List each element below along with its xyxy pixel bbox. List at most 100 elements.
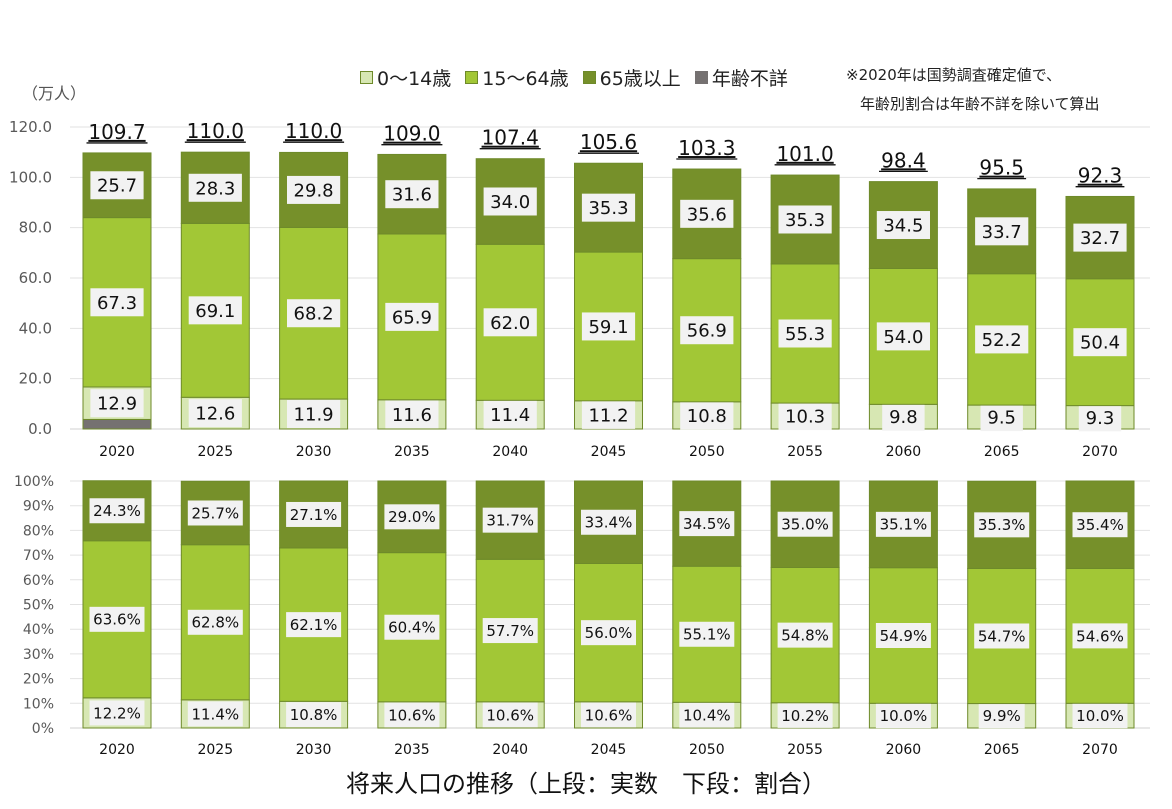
legend-label-15-64: 15〜64歳 xyxy=(482,68,569,90)
data-label-background xyxy=(680,401,734,430)
data-label: 35.4% xyxy=(1076,516,1124,534)
total-label: 92.3 xyxy=(1078,164,1123,188)
data-label: 29.0% xyxy=(388,508,436,526)
legend-swatch-unknown-age xyxy=(694,71,708,84)
data-label-background xyxy=(680,199,734,228)
x-tick-label: 2025 xyxy=(197,742,233,758)
x-tick-label: 2065 xyxy=(984,444,1020,460)
data-label-background xyxy=(385,400,439,429)
total-label: 98.4 xyxy=(881,148,926,172)
data-label-background xyxy=(581,400,636,429)
data-label: 52.2 xyxy=(982,330,1022,351)
data-label-background xyxy=(482,507,538,533)
data-label-background xyxy=(974,623,1030,649)
legend-label-unknown-age: 年齢不詳 xyxy=(711,68,788,90)
data-label-background xyxy=(581,312,636,341)
data-label-background xyxy=(287,175,341,204)
data-label: 31.7% xyxy=(486,512,534,530)
data-label-background xyxy=(187,500,243,526)
data-label-background xyxy=(777,702,833,728)
data-label: 56.0% xyxy=(585,624,633,642)
data-label: 33.4% xyxy=(585,514,633,532)
data-label-background xyxy=(875,703,931,729)
data-label-background xyxy=(483,308,537,337)
data-label-background xyxy=(778,402,832,431)
legend-item-65-plus: 65歳以上 xyxy=(582,64,681,91)
data-label: 54.9% xyxy=(880,627,928,645)
data-label-background xyxy=(384,702,440,728)
x-tick-label: 2020 xyxy=(99,444,135,460)
data-label-background xyxy=(875,622,931,648)
data-label: 62.8% xyxy=(191,614,239,632)
x-tick-label: 2040 xyxy=(492,742,528,758)
data-label: 67.3 xyxy=(97,293,137,314)
data-label: 11.2 xyxy=(588,405,628,426)
x-tick-label: 2060 xyxy=(886,444,922,460)
total-label: 109.0 xyxy=(383,122,440,146)
data-label: 55.3 xyxy=(785,324,825,345)
data-label: 34.5 xyxy=(883,216,923,237)
data-label: 63.6% xyxy=(93,611,141,629)
data-label-background xyxy=(1078,403,1122,432)
data-label-background xyxy=(89,498,145,524)
data-label-background xyxy=(90,288,144,317)
data-label: 12.6 xyxy=(195,404,235,425)
data-label: 35.1% xyxy=(880,516,928,534)
data-label-background xyxy=(90,171,144,200)
x-tick-label: 2070 xyxy=(1082,742,1118,758)
x-tick-label: 2060 xyxy=(886,742,922,758)
data-label: 9.3 xyxy=(1086,408,1115,429)
data-label-background xyxy=(188,399,242,428)
data-label: 34.5% xyxy=(683,515,731,533)
data-label-background xyxy=(1072,623,1128,649)
data-label: 56.9 xyxy=(687,321,727,342)
legend-swatch-0-14 xyxy=(360,71,373,84)
data-label-background xyxy=(679,702,735,728)
total-label: 95.5 xyxy=(979,156,1024,180)
data-label: 10.8% xyxy=(290,706,338,724)
y-tick-label: 120.0 xyxy=(9,118,52,136)
data-label: 11.9 xyxy=(294,405,334,426)
legend-item-0-14: 0〜14歳 xyxy=(360,64,451,91)
data-label: 10.4% xyxy=(683,707,731,725)
data-label: 10.3 xyxy=(785,407,825,428)
data-label-background xyxy=(882,402,925,431)
total-label: 110.0 xyxy=(187,119,244,143)
chart-title: 将来人口の推移（上段：実数 下段：割合） xyxy=(346,770,826,798)
x-tick-label: 2050 xyxy=(689,742,725,758)
data-label-background xyxy=(581,509,636,535)
note-line-2: 年齢別割合は年齢不詳を除いて算出 xyxy=(860,95,1100,113)
data-label: 9.5 xyxy=(987,408,1016,429)
data-label: 25.7% xyxy=(191,504,239,522)
data-label-background xyxy=(90,389,144,418)
x-tick-label: 2040 xyxy=(492,444,528,460)
data-label: 31.6 xyxy=(392,185,432,206)
data-label-background xyxy=(384,614,440,640)
x-tick-label: 2045 xyxy=(591,444,627,460)
legend-swatch-15-64 xyxy=(465,71,479,84)
data-label-background xyxy=(778,205,832,234)
data-label-background xyxy=(975,217,1029,246)
data-label: 59.1 xyxy=(588,317,628,338)
x-tick-label: 2030 xyxy=(296,742,332,758)
total-label: 105.6 xyxy=(580,130,637,154)
x-tick-label: 2035 xyxy=(394,742,430,758)
data-label: 28.3 xyxy=(195,178,235,199)
data-label-background xyxy=(286,612,342,638)
legend-item-unknown-age: 年齢不詳 xyxy=(694,64,788,91)
total-label: 110.0 xyxy=(285,119,342,143)
x-tick-label: 2035 xyxy=(394,444,430,460)
data-label-background xyxy=(978,703,1025,729)
data-label-background xyxy=(1073,328,1127,357)
data-label-background xyxy=(286,501,342,527)
data-label: 55.1% xyxy=(683,626,731,644)
data-label: 54.7% xyxy=(978,627,1026,645)
data-label: 35.3 xyxy=(588,198,628,219)
bar-segment xyxy=(82,418,152,430)
data-label: 35.0% xyxy=(781,516,829,534)
y-tick-label: 90% xyxy=(23,499,54,515)
data-label-background xyxy=(778,319,832,348)
x-tick-label: 2055 xyxy=(787,444,823,460)
note-line-1: ※2020年は国勢調査確定値で、 xyxy=(846,66,1062,84)
x-tick-label: 2025 xyxy=(197,444,233,460)
